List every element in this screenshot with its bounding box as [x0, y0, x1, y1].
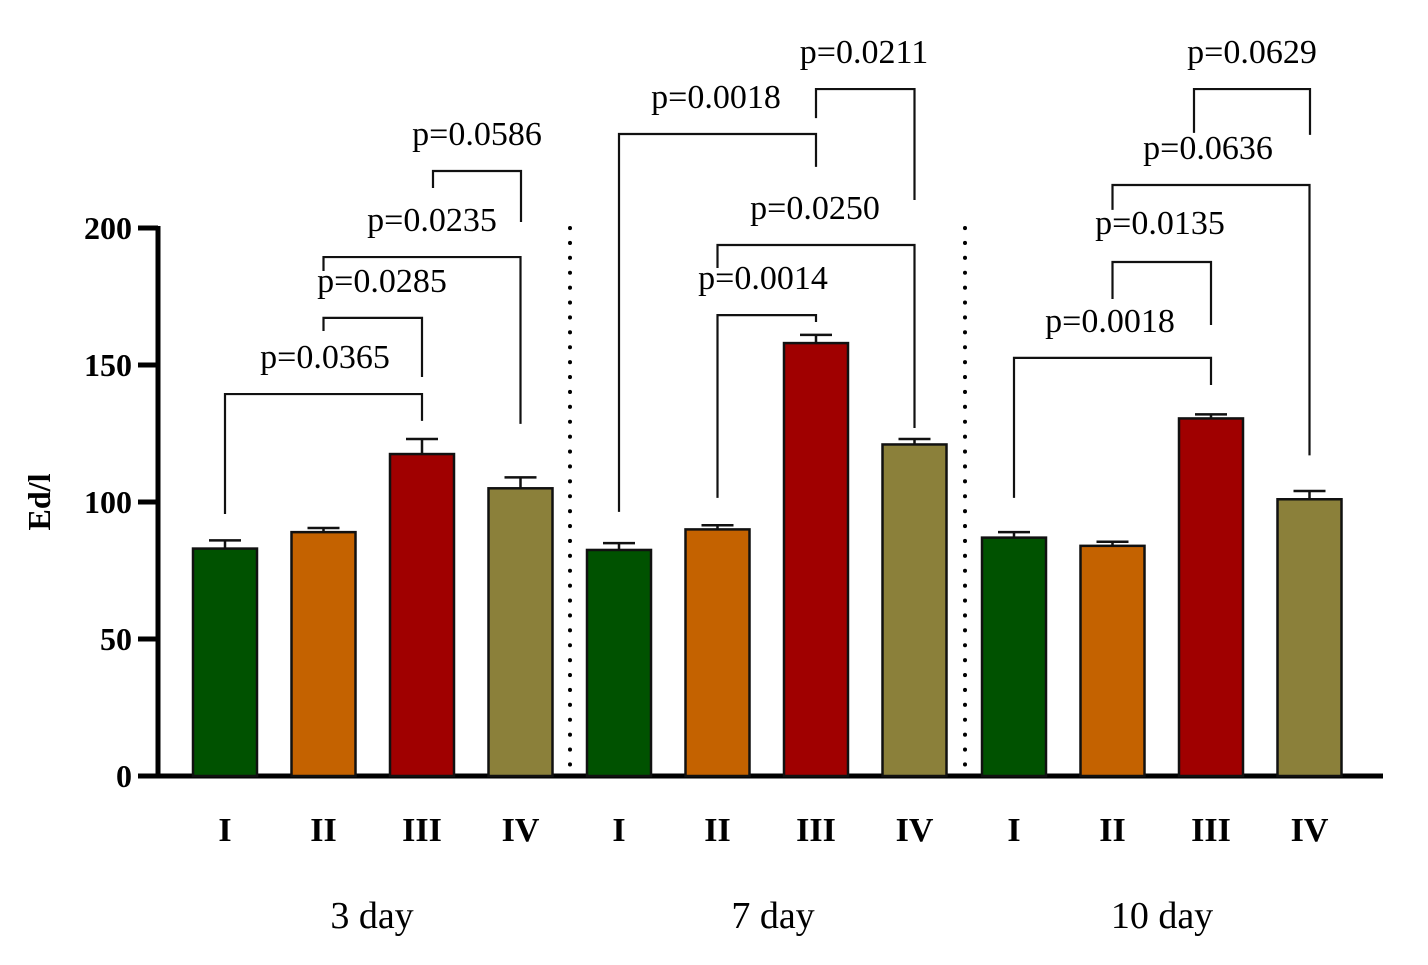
significance-brackets [223, 87, 1312, 515]
group-label: 10 day [1111, 895, 1213, 937]
p-value-label: p=0.0586 [412, 116, 542, 153]
p-value-label: p=0.0365 [260, 339, 390, 376]
p-value-label: p=0.0135 [1095, 205, 1225, 242]
bar-10day-IV [1276, 498, 1343, 778]
bar-7day-II [684, 528, 751, 778]
x-tick-label: II [1099, 812, 1125, 849]
significance-bracket [431, 169, 523, 222]
significance-bracket [716, 314, 818, 498]
significance-bracket [223, 392, 424, 515]
y-tick-label: 50 [100, 621, 132, 657]
x-tick-label: III [796, 812, 836, 849]
p-value-label: p=0.0629 [1187, 34, 1317, 71]
x-tick-label: I [1007, 812, 1020, 849]
error-bars [209, 333, 1326, 550]
bar-10day-III [1177, 417, 1245, 778]
x-tick-label: IV [1291, 812, 1329, 849]
p-value-label: p=0.0018 [1045, 303, 1175, 340]
p-value-label: p=0.0250 [750, 190, 880, 227]
group-label: 3 day [330, 895, 413, 937]
significance-bracket [322, 255, 522, 424]
group-label: 7 day [731, 895, 814, 937]
y-tick-label: 0 [116, 758, 132, 794]
p-value-label: p=0.0285 [317, 263, 447, 300]
bar-3day-IV [487, 487, 554, 778]
significance-bracket [814, 87, 916, 201]
y-tick-label: 150 [84, 347, 132, 383]
significance-bracket [1192, 87, 1312, 135]
x-tick-label: III [402, 812, 442, 849]
significance-bracket [617, 132, 818, 512]
bar-3day-III [388, 452, 456, 778]
p-value-label: p=0.0211 [800, 34, 928, 71]
y-tick-label: 100 [84, 484, 132, 520]
y-axis-label: Ed/l [21, 473, 57, 530]
p-value-label: p=0.0018 [651, 79, 781, 116]
significance-bracket [1111, 260, 1213, 325]
bar-10day-I [980, 536, 1048, 778]
bar-7day-I [585, 548, 653, 778]
x-tick-label: I [612, 812, 625, 849]
p-value-label: p=0.0636 [1143, 130, 1273, 167]
bar-3day-I [191, 547, 259, 778]
group-separators [568, 226, 967, 776]
bar-3day-II [290, 530, 357, 778]
x-tick-label: I [218, 812, 231, 849]
x-tick-label: II [704, 812, 730, 849]
significance-bracket [716, 243, 916, 429]
bars [191, 341, 1343, 778]
x-tick-label: III [1191, 812, 1231, 849]
bar-7day-III [782, 341, 850, 778]
y-tick-label: 200 [84, 210, 132, 246]
significance-bracket [1012, 356, 1213, 498]
x-tick-label: IV [896, 812, 934, 849]
p-value-label: p=0.0014 [698, 260, 828, 297]
x-tick-label: IV [502, 812, 540, 849]
x-tick-label: II [310, 812, 336, 849]
significance-bracket [1111, 183, 1311, 456]
p-value-label: p=0.0235 [367, 202, 497, 239]
bar-7day-IV [881, 443, 948, 778]
bar-10day-II [1079, 544, 1146, 778]
significance-bracket [322, 316, 424, 378]
